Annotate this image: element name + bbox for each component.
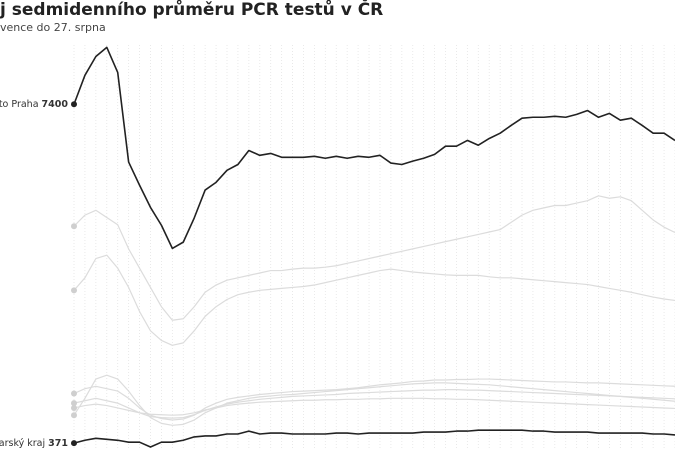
- start-dot: [71, 404, 77, 411]
- series-name: lovarský kraj: [0, 438, 48, 449]
- plot-area: ěsto Praha 7400 lovarský kraj 371: [0, 46, 675, 449]
- series-line: [73, 254, 675, 346]
- start-dot: [71, 400, 77, 407]
- day-grid: [73, 45, 675, 450]
- series-line: [73, 378, 675, 421]
- series-start-value: 7400: [42, 99, 69, 110]
- series-line: [73, 397, 675, 416]
- series-line: [73, 195, 675, 321]
- series-label: ěsto Praha 7400: [0, 99, 68, 110]
- series-start-value: 371: [48, 438, 68, 449]
- start-dot: [71, 390, 77, 397]
- start-dot: [71, 287, 77, 294]
- series-line: [73, 46, 675, 250]
- start-dot: [71, 440, 77, 447]
- series-name: ěsto Praha: [0, 99, 42, 110]
- series-line: [73, 429, 675, 448]
- start-dot: [71, 223, 77, 230]
- chart-subtitle: vence do 27. srpna: [0, 21, 106, 34]
- start-dot: [71, 412, 77, 419]
- chart-title: j sedmidenního průměru PCR testů v ČR: [0, 0, 383, 20]
- series-line: [73, 389, 675, 419]
- series-line: [73, 374, 675, 426]
- series-label: lovarský kraj 371: [0, 438, 68, 449]
- start-dot: [71, 101, 77, 108]
